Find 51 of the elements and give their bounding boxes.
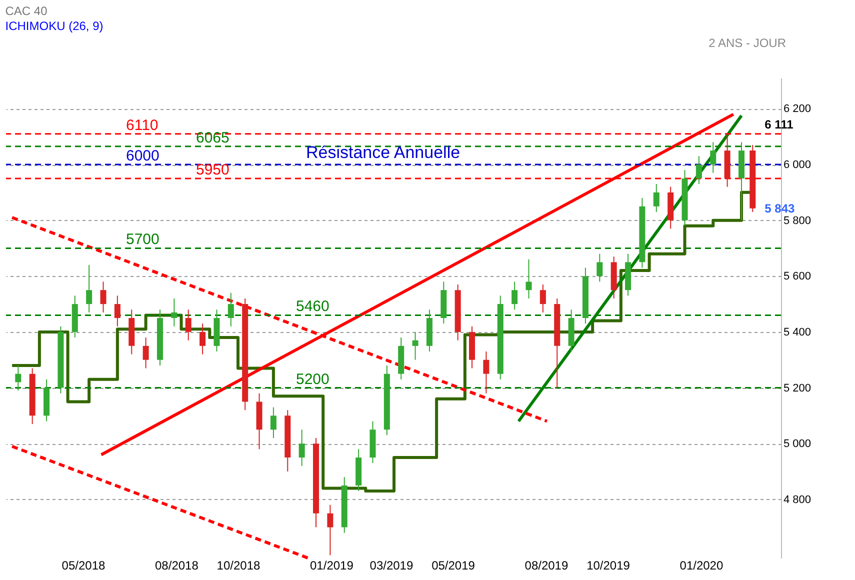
y-tick-label: 5 600 bbox=[784, 270, 812, 283]
ref-line-label: 5950 bbox=[196, 161, 230, 178]
candlestick bbox=[512, 281, 518, 310]
candlestick bbox=[710, 142, 716, 174]
text: 2 ANS - JOUR bbox=[708, 36, 786, 50]
x-tick-label: 08/2019 bbox=[524, 558, 568, 572]
candlestick bbox=[100, 281, 106, 313]
candlestick bbox=[327, 504, 334, 556]
candlestick bbox=[540, 284, 546, 313]
x-tick-label: 08/2018 bbox=[155, 558, 199, 572]
y-tick-label: 6 000 bbox=[784, 159, 812, 172]
y-tick-label: 5 000 bbox=[784, 438, 812, 450]
ref-line-label: 6000 bbox=[126, 148, 160, 165]
x-tick-label: 05/2018 bbox=[62, 558, 106, 572]
y-tick-label: 5 800 bbox=[784, 214, 812, 227]
annotation: 5 843 bbox=[764, 201, 795, 216]
candlestick bbox=[298, 429, 305, 466]
ref-line-label: 5200 bbox=[296, 370, 330, 388]
ref-line-label: 5460 bbox=[296, 298, 330, 316]
candlestick bbox=[270, 406, 276, 438]
candlestick bbox=[696, 156, 702, 185]
y-tick-label: 5 200 bbox=[784, 382, 812, 394]
candlestick bbox=[185, 309, 192, 341]
candlestick bbox=[483, 350, 490, 394]
candlestick bbox=[228, 292, 234, 327]
x-tick-label: 01/2020 bbox=[680, 558, 724, 572]
candlestick bbox=[15, 364, 22, 392]
candlestick bbox=[114, 295, 120, 327]
x-tick-label: 03/2019 bbox=[370, 558, 414, 572]
y-tick-label: 4 800 bbox=[784, 494, 812, 506]
candlestick bbox=[653, 184, 660, 212]
y-tick-label: 5 400 bbox=[784, 326, 812, 338]
ref-line-label: 5700 bbox=[126, 231, 160, 248]
ref-line-label: 6065 bbox=[196, 129, 230, 146]
candlestick bbox=[200, 323, 206, 355]
x-tick-label: 05/2019 bbox=[432, 558, 476, 572]
candlestick bbox=[596, 253, 603, 282]
candlestick bbox=[86, 264, 92, 313]
ref-line-label: 6110 bbox=[126, 116, 158, 134]
candlestick bbox=[412, 331, 418, 360]
candlestick bbox=[142, 337, 149, 369]
candlestick bbox=[171, 298, 178, 327]
chart-title: CAC 40 bbox=[5, 4, 48, 18]
annotation: Résistance Annuelle bbox=[306, 143, 460, 162]
y-tick-label: 6 200 bbox=[784, 103, 812, 116]
x-tick-label: 10/2019 bbox=[586, 558, 630, 572]
x-tick-label: 10/2018 bbox=[216, 558, 260, 572]
candlestick bbox=[526, 258, 532, 299]
annotation: 6 111 bbox=[764, 118, 794, 132]
chart-subtitle: ICHIMOKU (26, 9) bbox=[5, 19, 104, 33]
x-tick-label: 01/2019 bbox=[310, 558, 354, 572]
